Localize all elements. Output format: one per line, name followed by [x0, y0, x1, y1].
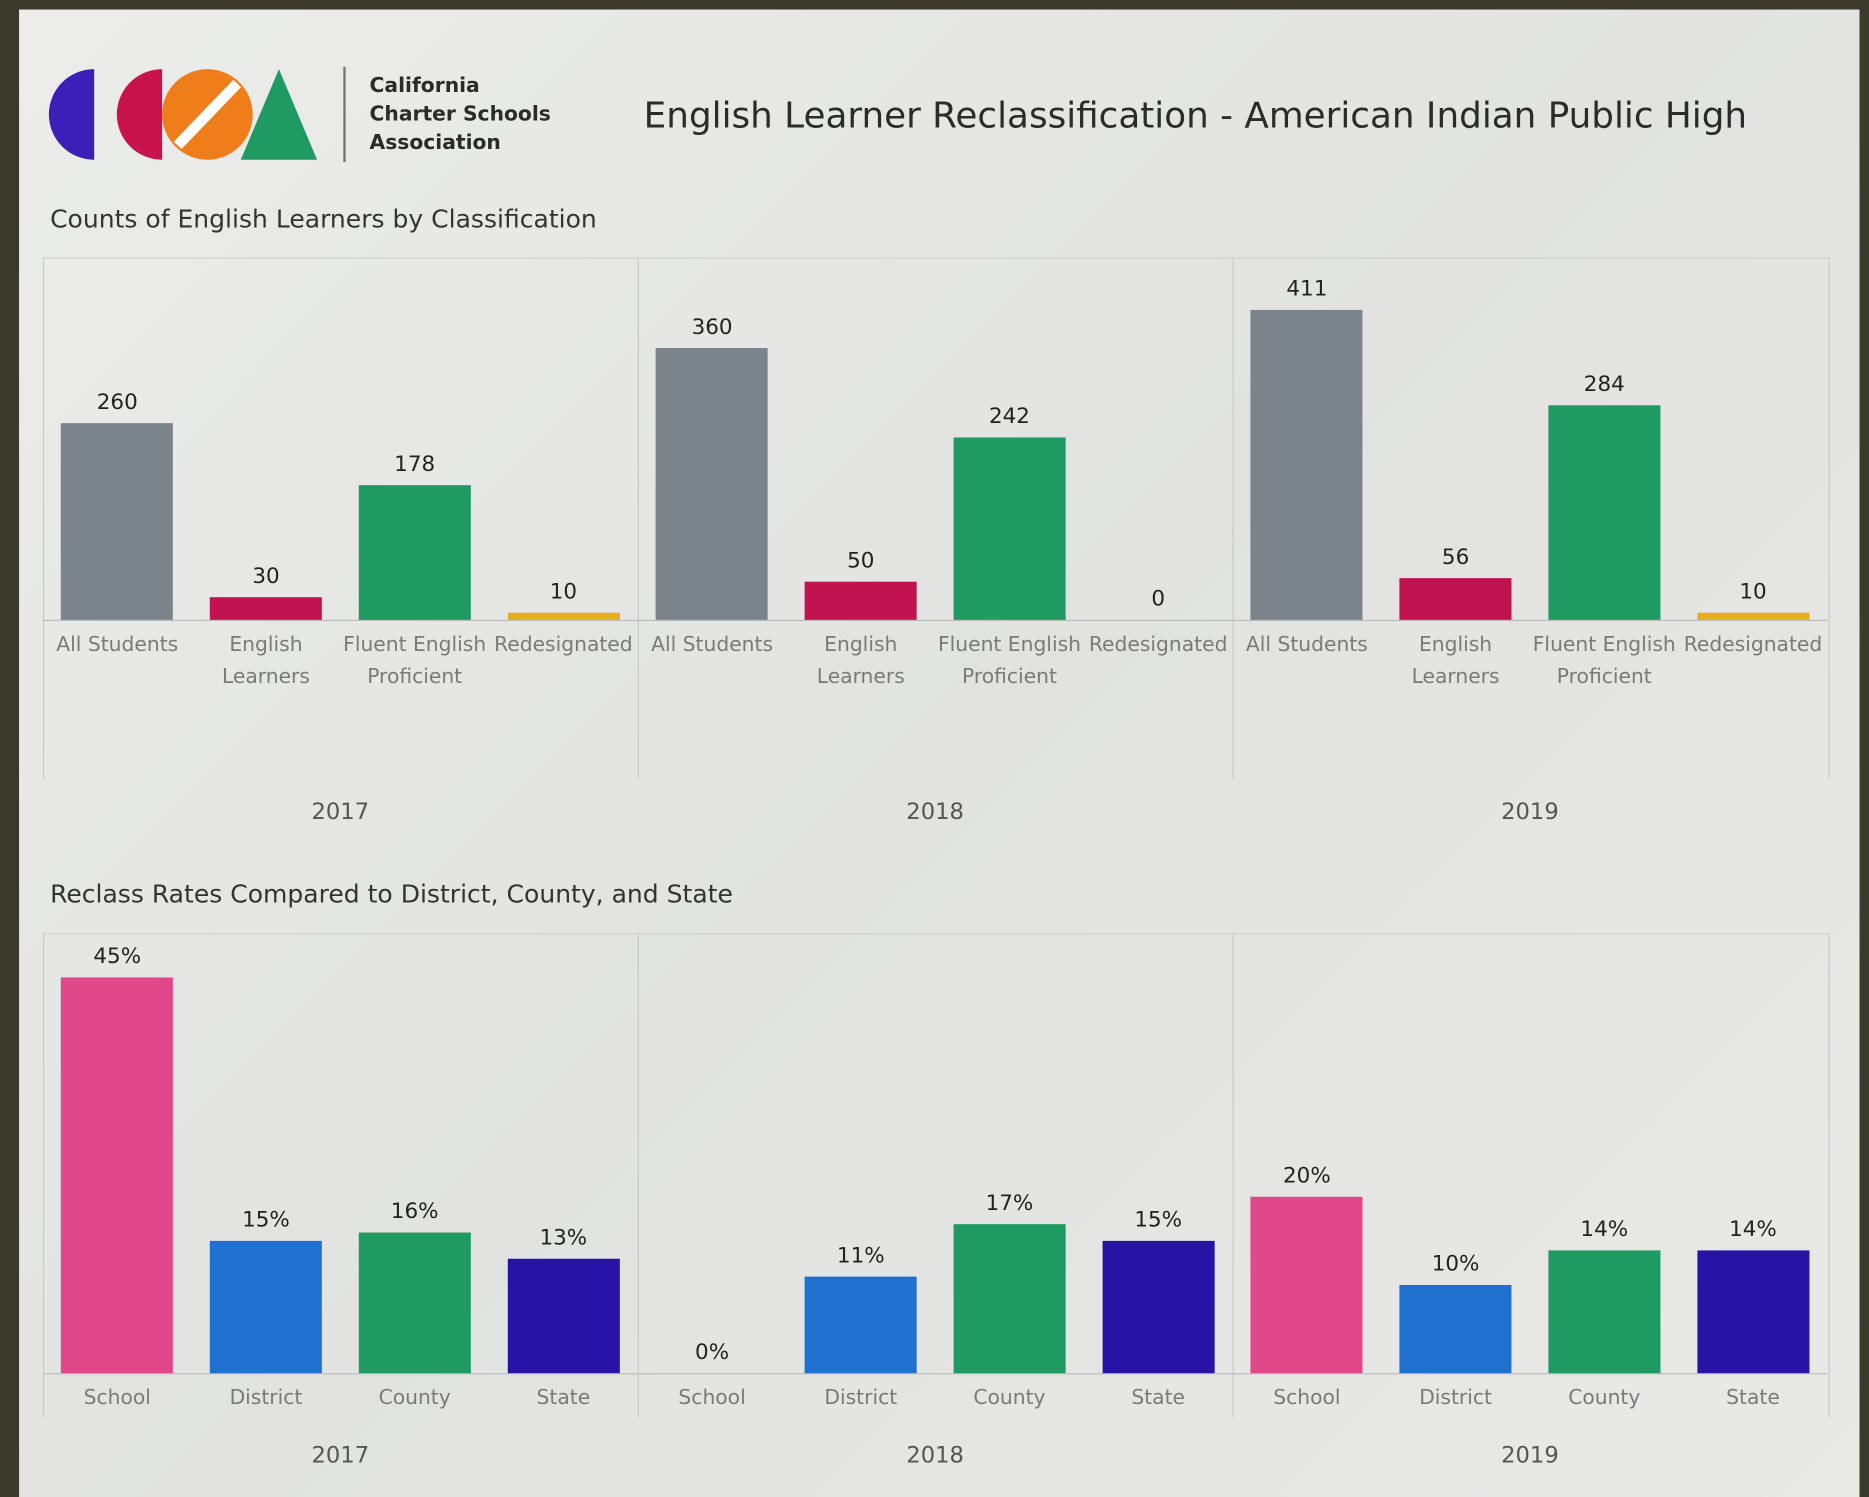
category-label: All Students — [43, 629, 191, 661]
dashboard-title: English Learner Reclassification - Ameri… — [644, 95, 1747, 137]
baseline — [43, 1373, 638, 1374]
bar — [953, 437, 1065, 620]
category-label: Redesignated — [1084, 629, 1232, 661]
logo-line: Charter Schools — [370, 100, 551, 129]
logo-shape — [117, 69, 162, 160]
category-label: County — [936, 1383, 1084, 1415]
category-label: Fluent English Proficient — [936, 629, 1084, 693]
category-label: Redesignated — [1679, 629, 1827, 661]
category-label: Fluent English Proficient — [1530, 629, 1678, 693]
bar — [1251, 310, 1363, 620]
value-label: 14% — [1545, 1217, 1664, 1242]
chart-title: Reclass Rates Compared to District, Coun… — [50, 880, 733, 909]
category-label: All Students — [1233, 629, 1381, 661]
category-label: County — [1530, 1383, 1678, 1415]
bar — [507, 612, 619, 620]
bar — [1251, 1197, 1363, 1373]
value-label: 45% — [58, 944, 177, 969]
year-label: 2018 — [816, 1442, 1054, 1468]
logo — [41, 64, 321, 164]
value-label: 260 — [58, 390, 177, 415]
value-label: 0 — [1099, 586, 1218, 611]
category-label: Fluent English Proficient — [341, 629, 489, 693]
bar — [61, 424, 173, 620]
logo-text: California Charter Schools Association — [370, 72, 551, 158]
bar — [210, 597, 322, 620]
logo-shape — [49, 69, 94, 160]
value-label: 10 — [1693, 579, 1812, 604]
bar — [1548, 1250, 1660, 1373]
bar — [805, 582, 917, 620]
value-label: 16% — [355, 1199, 474, 1224]
value-label: 30 — [206, 564, 325, 589]
bar — [1697, 612, 1809, 620]
logo-line: California — [370, 72, 551, 101]
baseline — [1233, 620, 1828, 621]
page: California Charter Schools Association E… — [0, 0, 1869, 1497]
bar — [61, 977, 173, 1373]
value-label: 13% — [504, 1225, 623, 1250]
baseline — [1233, 1373, 1828, 1374]
year-label: 2017 — [221, 799, 459, 825]
bar — [210, 1241, 322, 1373]
value-label: 10% — [1396, 1252, 1515, 1277]
category-label: State — [1084, 1383, 1232, 1415]
bar — [656, 348, 768, 620]
category-label: State — [489, 1383, 637, 1415]
chart-title: Counts of English Learners by Classifica… — [50, 205, 597, 234]
value-label: 17% — [950, 1190, 1069, 1215]
value-label: 284 — [1545, 372, 1664, 397]
bar — [805, 1276, 917, 1373]
value-label: 242 — [950, 404, 1069, 429]
year-label: 2017 — [221, 1442, 459, 1468]
category-label: County — [341, 1383, 489, 1415]
logo-divider — [343, 67, 345, 162]
category-label: School — [43, 1383, 191, 1415]
bar — [953, 1224, 1065, 1374]
bar — [1102, 1241, 1214, 1373]
value-label: 11% — [801, 1243, 920, 1268]
category-label: District — [787, 1383, 935, 1415]
bar — [1400, 578, 1512, 620]
category-label: School — [638, 1383, 786, 1415]
bar — [507, 1259, 619, 1373]
year-label: 2019 — [1411, 1442, 1649, 1468]
value-label: 10 — [504, 579, 623, 604]
category-label: All Students — [638, 629, 786, 661]
year-label: 2019 — [1411, 799, 1649, 825]
category-label: District — [192, 1383, 340, 1415]
value-label: 15% — [1099, 1208, 1218, 1233]
baseline — [43, 620, 638, 621]
value-label: 14% — [1693, 1217, 1812, 1242]
category-label: District — [1382, 1383, 1530, 1415]
value-label: 50 — [801, 549, 920, 574]
value-label: 15% — [206, 1208, 325, 1233]
bar — [1697, 1250, 1809, 1373]
value-label: 20% — [1247, 1164, 1366, 1189]
value-label: 0% — [652, 1340, 771, 1365]
category-label: English Learners — [787, 629, 935, 693]
baseline — [638, 620, 1233, 621]
category-label: English Learners — [192, 629, 340, 693]
category-label: English Learners — [1382, 629, 1530, 693]
value-label: 56 — [1396, 544, 1515, 569]
dashboard: California Charter Schools Association E… — [0, 0, 1869, 1497]
value-label: 360 — [652, 315, 771, 340]
category-label: School — [1233, 1383, 1381, 1415]
logo-line: Association — [370, 129, 551, 158]
category-label: State — [1679, 1383, 1827, 1415]
bar — [359, 1232, 471, 1373]
year-label: 2018 — [816, 799, 1054, 825]
bar — [359, 485, 471, 619]
bar — [1548, 405, 1660, 619]
value-label: 178 — [355, 452, 474, 477]
value-label: 411 — [1247, 276, 1366, 301]
category-label: Redesignated — [489, 629, 637, 661]
baseline — [638, 1373, 1233, 1374]
bar — [1400, 1285, 1512, 1373]
